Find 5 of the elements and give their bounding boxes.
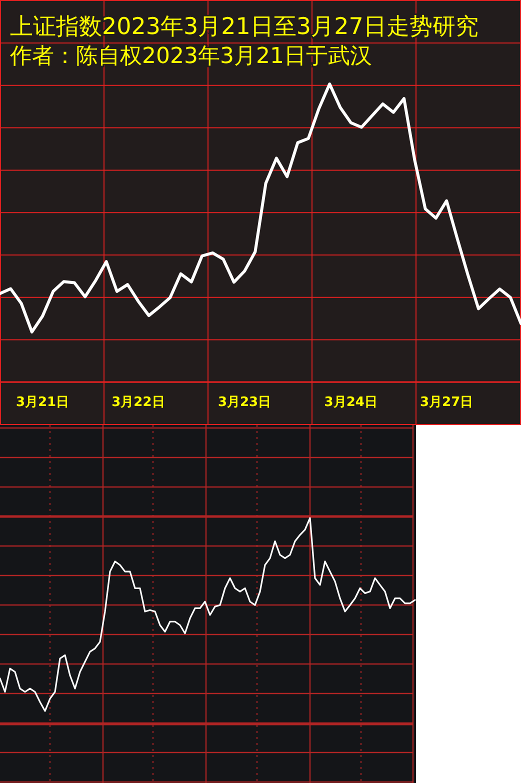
x-tick-label: 3月23日 xyxy=(218,395,272,410)
x-tick-label: 3月21日 xyxy=(16,395,70,410)
x-tick-label: 3月27日 xyxy=(420,395,474,410)
x-tick-label: 3月22日 xyxy=(112,395,165,410)
x-tick-label: 3月24日 xyxy=(324,395,378,410)
